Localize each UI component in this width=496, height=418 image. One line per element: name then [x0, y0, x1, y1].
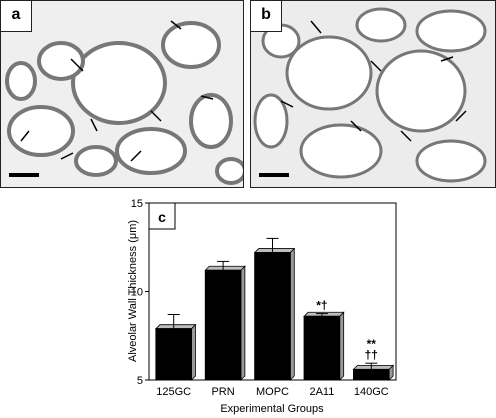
bar-side-125gc	[191, 323, 196, 381]
x-tick-label-prn: PRN	[211, 386, 234, 398]
micrograph-panel-a: a	[0, 0, 244, 188]
lung-tissue-image-b	[251, 1, 495, 187]
bar-top-140gc	[352, 364, 395, 370]
significance-annotation-140gc: **	[367, 337, 377, 351]
significance-annotation-140gc: ††	[365, 348, 378, 362]
bar-mopc	[254, 252, 291, 381]
y-axis-title: Alveolar Wall Thickness (μm)	[127, 220, 139, 362]
x-tick-label-2a11: 2A11	[309, 386, 334, 398]
lung-tissue-image-a	[1, 1, 243, 187]
scale-bar-a	[9, 173, 39, 177]
bar-prn	[204, 269, 242, 381]
y-tick-label: 10	[131, 287, 143, 299]
bar-140gc	[353, 368, 390, 381]
x-tick-label-mopc: MOPC	[256, 386, 289, 398]
scale-bar-b	[259, 173, 289, 177]
x-axis-title: Experimental Groups	[220, 403, 324, 415]
alveolar-thickness-chart: 5 10 15 125GC PRN MOPC 2A11 *† 140GC ** †† c Expe…	[100, 192, 400, 418]
panel-label-c-box	[148, 202, 176, 230]
bar-top-mopc	[253, 248, 296, 253]
y-tick-label: 5	[137, 375, 143, 387]
micrograph-panel-b: b	[250, 0, 496, 188]
panel-label-c: c	[158, 209, 166, 225]
bar-side-prn	[240, 265, 246, 381]
bar-side-2a11	[339, 311, 345, 381]
x-tick-label-140gc: 140GC	[354, 386, 389, 398]
panel-label-b: b	[251, 1, 282, 32]
bar-top-125gc	[154, 324, 197, 330]
bar-side-mopc	[289, 247, 295, 381]
bar-top-2a11	[303, 311, 345, 317]
bar-top-prn	[204, 265, 246, 271]
panel-label-a: a	[1, 1, 32, 32]
bar-125gc	[155, 328, 192, 381]
y-tick-label: 15	[131, 198, 143, 210]
significance-annotation-2a11: *†	[316, 299, 327, 313]
chart-svg: 5 10 15 125GC PRN MOPC 2A11 *† 140GC **†† c Expe…	[127, 198, 397, 415]
x-tick-label-125gc: 125GC	[156, 386, 191, 398]
bar-2a11	[303, 315, 341, 381]
